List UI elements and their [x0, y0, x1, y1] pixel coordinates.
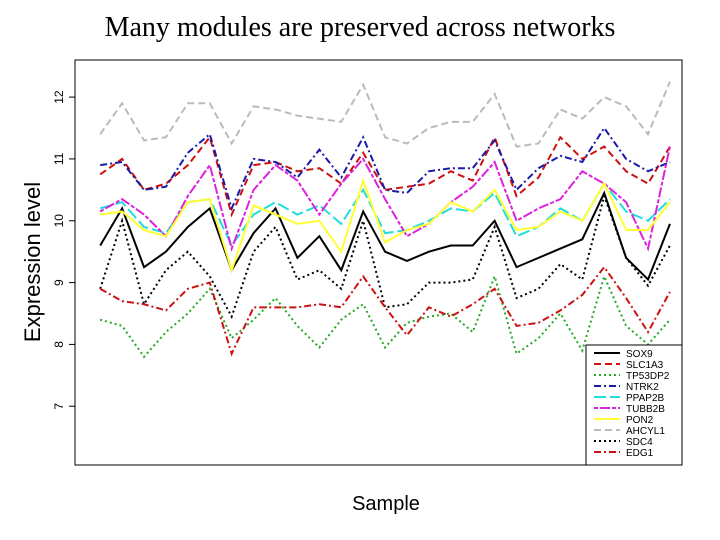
- plot-frame: [74, 59, 683, 466]
- legend-label: EDG1: [626, 448, 654, 459]
- y-tick-label: 11: [52, 152, 66, 165]
- y-tick-label: 8: [52, 341, 66, 348]
- series-line: [99, 265, 671, 357]
- legend-label: AHCYL1: [626, 426, 665, 437]
- legend-label: PPAP2B: [626, 393, 664, 404]
- y-tick-label: 10: [52, 214, 66, 228]
- series-line: [100, 126, 671, 212]
- y-tick-label: 9: [52, 279, 66, 286]
- legend-box: [585, 344, 683, 466]
- legend-label: NTRK2: [626, 382, 659, 393]
- series-line: [99, 192, 671, 320]
- legend-label: TP53DP2: [626, 371, 670, 382]
- y-axis-label: Expression level: [20, 182, 45, 342]
- legend-label: SDC4: [626, 437, 653, 448]
- series-line: [99, 134, 671, 218]
- series-line: [99, 146, 671, 252]
- series-line: [99, 81, 671, 148]
- legend-label: SOX9: [626, 349, 653, 360]
- series-line: [99, 190, 671, 282]
- chart-title: Many modules are preserved across networ…: [105, 12, 616, 43]
- y-tick-label: 7: [52, 403, 66, 410]
- x-axis-label: Sample: [352, 493, 420, 515]
- legend-label: TUBB2B: [626, 404, 665, 415]
- legend-label: PON2: [626, 415, 654, 426]
- legend-label: SLC1A3: [626, 360, 664, 371]
- y-tick-label: 12: [52, 90, 66, 104]
- series-line: [100, 177, 671, 274]
- series-line: [99, 273, 671, 359]
